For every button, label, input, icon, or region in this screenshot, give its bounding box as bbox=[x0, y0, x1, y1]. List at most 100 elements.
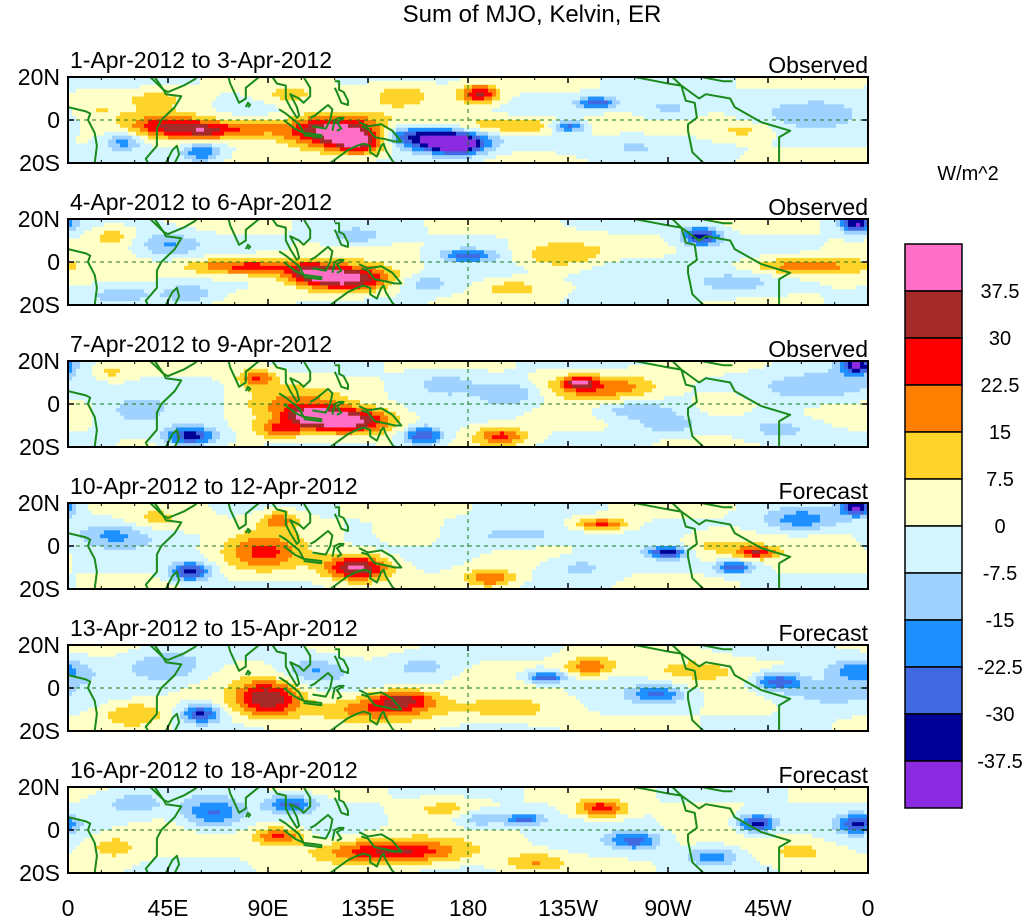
field-cell bbox=[492, 155, 497, 160]
field-cell bbox=[308, 159, 313, 163]
field-cell bbox=[484, 77, 489, 82]
field-cell bbox=[164, 104, 169, 109]
field-cell bbox=[640, 159, 645, 163]
field-cell bbox=[688, 112, 693, 117]
field-cell bbox=[68, 120, 73, 125]
field-cell bbox=[112, 159, 117, 163]
field-cell bbox=[420, 222, 425, 228]
field-cell bbox=[140, 127, 145, 133]
field-cell bbox=[792, 159, 797, 163]
field-cell bbox=[524, 219, 529, 224]
field-cell bbox=[752, 151, 757, 156]
field-cell bbox=[556, 139, 561, 145]
field-cell bbox=[516, 219, 521, 224]
field-cell bbox=[660, 159, 665, 163]
field-cell bbox=[376, 139, 381, 145]
field-cell bbox=[212, 127, 217, 133]
field-cell bbox=[392, 92, 397, 98]
field-cell bbox=[516, 143, 521, 148]
field-cell bbox=[624, 80, 629, 86]
field-cell bbox=[668, 219, 673, 224]
field-cell bbox=[548, 159, 553, 163]
field-cell bbox=[660, 100, 665, 105]
field-cell bbox=[616, 139, 621, 145]
field-cell bbox=[468, 131, 473, 137]
field-cell bbox=[860, 155, 865, 160]
field-cell bbox=[808, 143, 813, 148]
field-cell bbox=[620, 84, 625, 90]
field-cell bbox=[116, 147, 121, 152]
field-cell bbox=[564, 96, 569, 102]
field-cell bbox=[392, 135, 397, 141]
field-cell bbox=[680, 131, 685, 137]
field-cell bbox=[856, 147, 861, 152]
field-cell bbox=[744, 92, 749, 98]
field-cell bbox=[532, 92, 537, 98]
field-cell bbox=[92, 151, 97, 156]
field-cell bbox=[412, 92, 417, 98]
field-cell bbox=[648, 147, 653, 152]
field-cell bbox=[228, 155, 233, 160]
field-cell bbox=[356, 139, 361, 145]
field-cell bbox=[452, 123, 457, 129]
field-cell bbox=[180, 104, 185, 109]
field-cell bbox=[708, 147, 713, 152]
field-cell bbox=[656, 116, 661, 121]
field-cell bbox=[484, 116, 489, 121]
field-cell bbox=[400, 108, 405, 113]
field-cell bbox=[656, 92, 661, 98]
field-cell bbox=[284, 219, 289, 224]
field-cell bbox=[480, 131, 485, 137]
field-cell bbox=[576, 139, 581, 145]
field-cell bbox=[472, 84, 477, 90]
field-cell bbox=[456, 147, 461, 152]
field-cell bbox=[752, 112, 757, 117]
field-cell bbox=[708, 88, 713, 94]
field-cell bbox=[828, 108, 833, 113]
field-cell bbox=[420, 104, 425, 109]
field-cell bbox=[524, 123, 529, 129]
field-cell bbox=[564, 104, 569, 109]
field-cell bbox=[252, 88, 257, 94]
field-cell bbox=[372, 80, 377, 86]
field-cell bbox=[560, 151, 565, 156]
field-cell bbox=[628, 80, 633, 86]
field-cell bbox=[368, 219, 373, 224]
field-cell bbox=[80, 155, 85, 160]
field-cell bbox=[160, 151, 165, 156]
field-cell bbox=[604, 143, 609, 148]
field-cell bbox=[680, 80, 685, 86]
field-cell bbox=[240, 123, 245, 129]
field-cell bbox=[752, 120, 757, 125]
field-cell bbox=[744, 219, 749, 224]
field-cell bbox=[140, 77, 145, 82]
field-cell bbox=[280, 88, 285, 94]
field-cell bbox=[832, 80, 837, 86]
field-cell bbox=[480, 80, 485, 86]
field-cell bbox=[652, 143, 657, 148]
field-cell bbox=[788, 84, 793, 90]
field-cell bbox=[204, 151, 209, 156]
field-cell bbox=[308, 96, 313, 102]
field-cell bbox=[164, 80, 169, 86]
field-cell bbox=[564, 219, 569, 224]
field-cell bbox=[768, 123, 773, 129]
field-cell bbox=[248, 159, 253, 163]
field-cell bbox=[204, 219, 209, 224]
field-cell bbox=[248, 100, 253, 105]
field-cell bbox=[384, 155, 389, 160]
field-cell bbox=[800, 139, 805, 145]
field-cell bbox=[592, 219, 597, 224]
field-cell bbox=[764, 155, 769, 160]
field-cell bbox=[468, 127, 473, 133]
field-cell bbox=[408, 120, 413, 125]
field-cell bbox=[712, 112, 717, 117]
field-cell bbox=[152, 104, 157, 109]
field-cell bbox=[72, 139, 77, 145]
field-cell bbox=[812, 96, 817, 102]
field-cell bbox=[628, 127, 633, 133]
field-cell bbox=[508, 120, 513, 125]
field-cell bbox=[556, 112, 561, 117]
field-cell bbox=[108, 88, 113, 94]
field-cell bbox=[536, 100, 541, 105]
